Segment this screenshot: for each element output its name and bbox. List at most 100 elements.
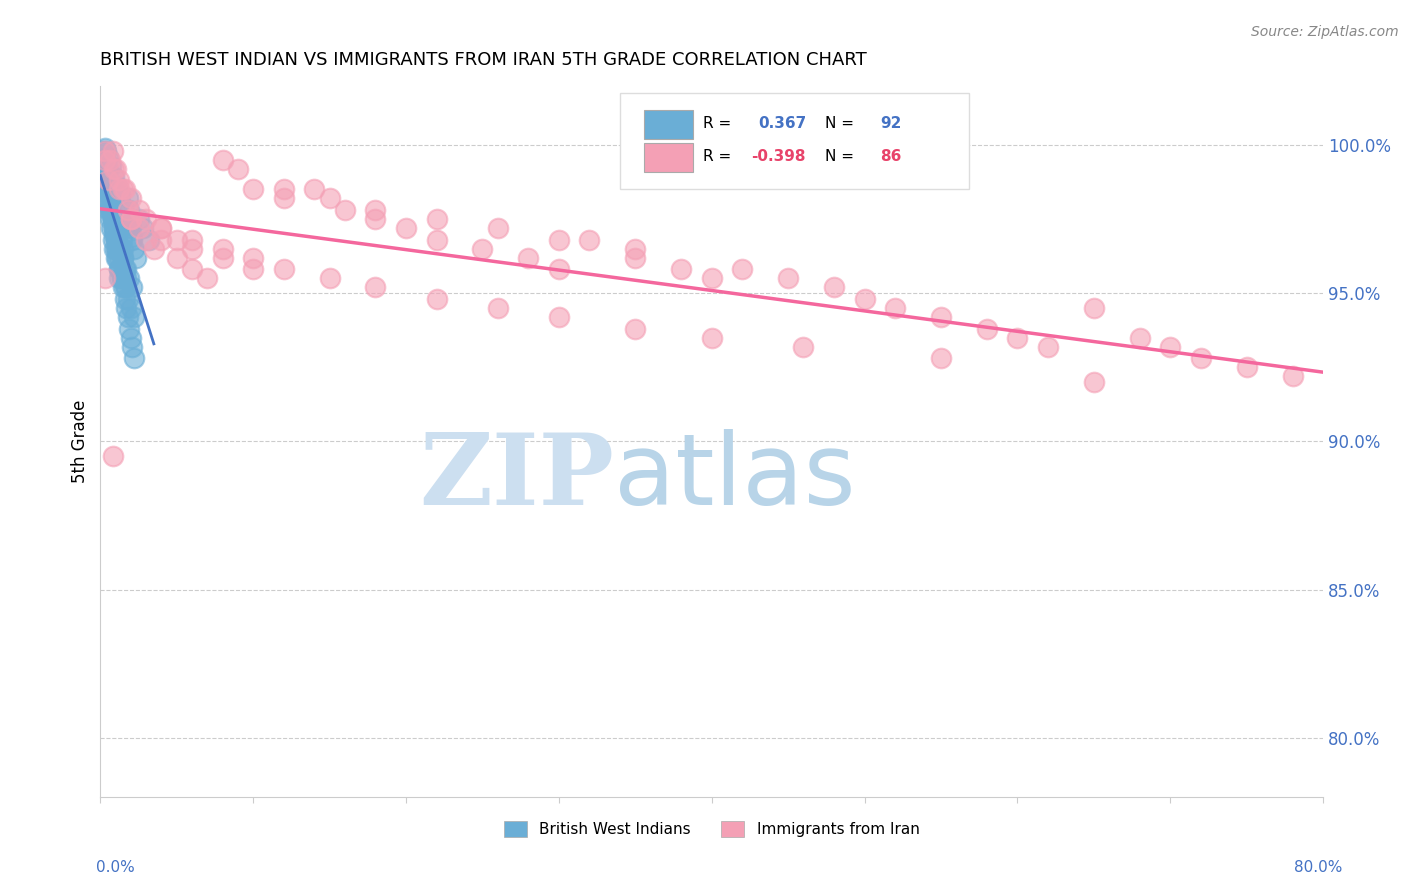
Point — [90, 161, 112, 176]
Text: BRITISH WEST INDIAN VS IMMIGRANTS FROM IRAN 5TH GRADE CORRELATION CHART: BRITISH WEST INDIAN VS IMMIGRANTS FROM I… — [100, 51, 868, 69]
Point — [111, 271, 134, 285]
Point — [115, 301, 138, 315]
Point — [104, 233, 127, 247]
Point — [929, 310, 952, 324]
Point — [103, 220, 125, 235]
Point — [96, 144, 118, 158]
Point — [1036, 340, 1059, 354]
Point — [120, 220, 142, 235]
Point — [548, 310, 571, 324]
Point — [929, 351, 952, 366]
Point — [93, 173, 115, 187]
Text: -0.398: -0.398 — [751, 149, 806, 164]
Point — [110, 242, 132, 256]
Point — [700, 331, 723, 345]
Point — [195, 271, 218, 285]
Point — [242, 182, 264, 196]
Point — [1129, 331, 1152, 345]
Point — [94, 144, 117, 158]
Point — [181, 233, 204, 247]
Y-axis label: 5th Grade: 5th Grade — [72, 400, 89, 483]
Point — [107, 262, 129, 277]
Point — [90, 144, 112, 158]
Point — [128, 220, 150, 235]
FancyBboxPatch shape — [644, 111, 693, 139]
Point — [100, 191, 122, 205]
Point — [364, 212, 387, 227]
Point — [103, 227, 125, 241]
Point — [118, 212, 141, 227]
Point — [96, 191, 118, 205]
Point — [94, 182, 117, 196]
Point — [304, 182, 326, 196]
Point — [364, 280, 387, 294]
Point — [1083, 301, 1105, 315]
Point — [107, 262, 129, 277]
Point — [112, 280, 135, 294]
Point — [104, 242, 127, 256]
Point — [93, 168, 115, 182]
Point — [778, 271, 800, 285]
Point — [242, 262, 264, 277]
Point — [103, 161, 125, 176]
Point — [120, 331, 142, 345]
Point — [115, 262, 138, 277]
Point — [114, 182, 136, 196]
Point — [150, 220, 173, 235]
Point — [114, 262, 136, 277]
Point — [792, 340, 814, 354]
Point — [471, 242, 494, 256]
Point — [114, 292, 136, 306]
Point — [700, 271, 723, 285]
Point — [97, 182, 120, 196]
Point — [98, 191, 121, 205]
Point — [114, 280, 136, 294]
FancyBboxPatch shape — [620, 93, 969, 189]
Point — [138, 233, 160, 247]
Point — [120, 301, 142, 315]
Point — [273, 191, 295, 205]
Point — [624, 251, 647, 265]
Text: 0.367: 0.367 — [758, 117, 807, 131]
Point — [121, 340, 143, 354]
Point — [211, 153, 233, 167]
Point — [107, 173, 129, 187]
Point — [112, 251, 135, 265]
Point — [104, 161, 127, 176]
Text: N =: N = — [825, 149, 855, 164]
Point — [107, 251, 129, 265]
Point — [96, 191, 118, 205]
Text: 86: 86 — [880, 149, 901, 164]
Text: 92: 92 — [880, 117, 901, 131]
Point — [96, 173, 118, 187]
Point — [120, 191, 142, 205]
Point — [242, 251, 264, 265]
Point — [103, 242, 125, 256]
Point — [122, 242, 145, 256]
Point — [98, 212, 121, 227]
Point — [121, 229, 143, 244]
Point — [669, 262, 692, 277]
Point — [976, 322, 998, 336]
Point — [395, 220, 418, 235]
Point — [273, 262, 295, 277]
Point — [94, 153, 117, 167]
Point — [105, 233, 128, 247]
Point — [517, 251, 540, 265]
Point — [101, 233, 124, 247]
Point — [117, 292, 139, 306]
Text: 0.0%: 0.0% — [96, 861, 135, 875]
Point — [112, 182, 135, 196]
Point — [120, 212, 142, 227]
Text: atlas: atlas — [614, 428, 855, 525]
Point — [548, 233, 571, 247]
Legend: British West Indians, Immigrants from Iran: British West Indians, Immigrants from Ir… — [498, 815, 925, 843]
Point — [117, 203, 139, 218]
Point — [98, 203, 121, 218]
Point — [318, 271, 340, 285]
Point — [100, 159, 122, 173]
Point — [1159, 340, 1181, 354]
Point — [112, 251, 135, 265]
Point — [142, 242, 165, 256]
Point — [105, 242, 128, 256]
